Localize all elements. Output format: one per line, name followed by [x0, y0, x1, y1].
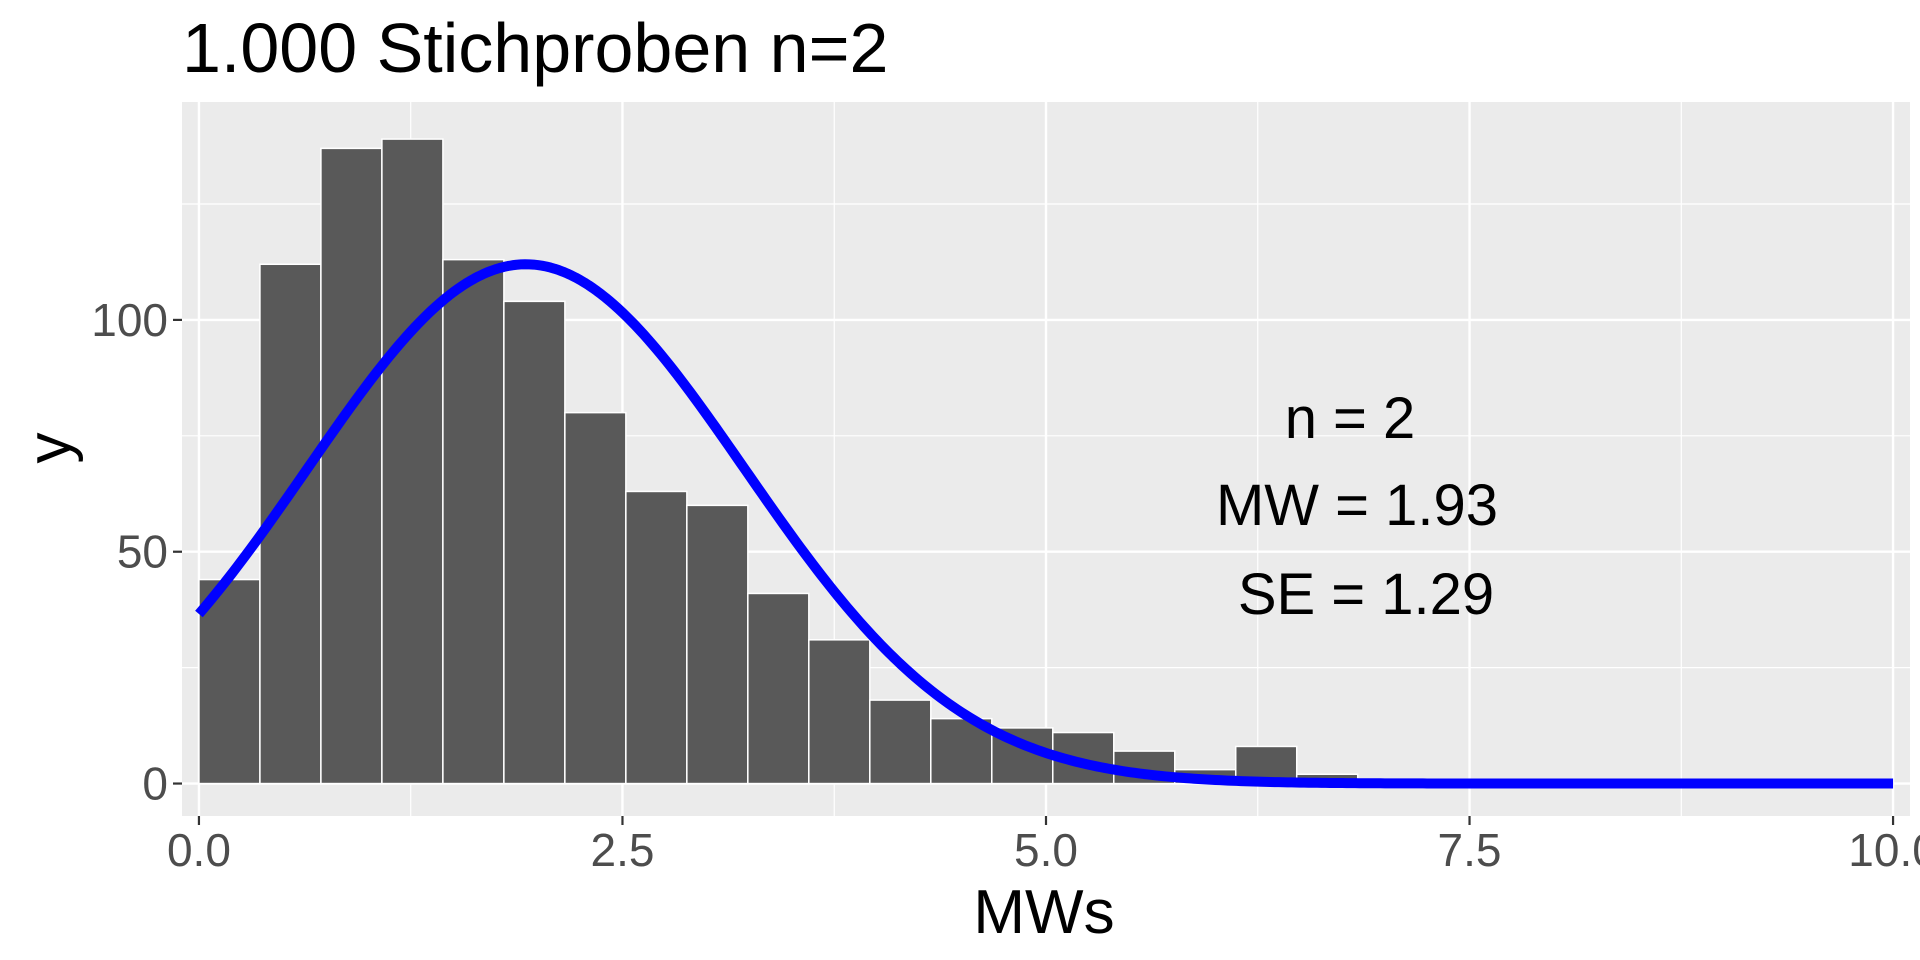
x-tick-label-4: 10.0	[1848, 824, 1920, 876]
histogram-bar-4	[442, 258, 505, 785]
histogram-bar-3	[381, 138, 444, 785]
histogram-bar-10	[808, 639, 871, 785]
histogram-bar-11	[869, 699, 932, 785]
chart-title: 1.000 Stichproben n=2	[182, 9, 888, 87]
histogram-bar-5	[503, 300, 566, 785]
y-tick-label-0: 0	[142, 758, 168, 810]
y-tick-label-2: 100	[91, 294, 168, 346]
stats-annotation: n = 2 MW = 1.93 SE = 1.29	[1216, 386, 1498, 627]
histogram-bar-2	[320, 147, 383, 785]
y-axis: 0 50 100	[91, 294, 182, 810]
annotation-mean: MW = 1.93	[1216, 473, 1498, 538]
grid-lines	[182, 102, 1910, 816]
annotation-se: SE = 1.29	[1238, 562, 1494, 627]
histogram-bar-8	[686, 504, 749, 785]
y-tick-label-1: 50	[117, 526, 168, 578]
x-tick-label-1: 2.5	[590, 824, 654, 876]
y-axis-title: y	[15, 433, 84, 464]
histogram-bar-7	[625, 490, 688, 785]
density-curve-line	[195, 259, 1894, 789]
x-tick-label-2: 5.0	[1014, 824, 1078, 876]
x-tick-label-0: 0.0	[167, 824, 231, 876]
density-curve	[195, 259, 1894, 789]
x-axis-title: MWs	[973, 878, 1114, 947]
x-axis: 0.0 2.5 5.0 7.5 10.0	[167, 816, 1920, 876]
histogram-bar-6	[564, 411, 627, 785]
histogram-bar-9	[747, 592, 810, 785]
x-tick-label-3: 7.5	[1438, 824, 1502, 876]
annotation-n: n = 2	[1285, 386, 1416, 451]
